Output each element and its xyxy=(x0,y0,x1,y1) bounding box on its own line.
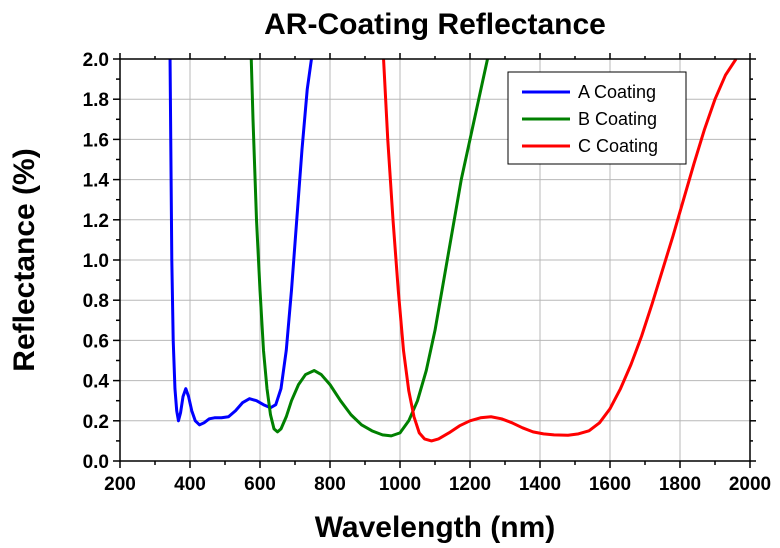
x-tick-label: 800 xyxy=(314,474,346,495)
series-line-a-coating xyxy=(168,59,313,427)
series-line-b-coating xyxy=(249,59,489,438)
y-tick-label: 1.0 xyxy=(83,251,109,272)
x-tick-label: 1600 xyxy=(589,474,631,495)
y-tick-label: 0.6 xyxy=(83,331,109,352)
y-tick-label: 0.2 xyxy=(83,412,109,433)
legend: A Coating B Coating C Coating xyxy=(507,71,687,165)
chart-title: AR-Coating Reflectance xyxy=(264,8,606,41)
x-tick-label: 600 xyxy=(244,474,276,495)
x-tick-label: 1000 xyxy=(379,474,421,495)
y-tick-label: 1.4 xyxy=(83,171,110,192)
y-tick-label: 0.0 xyxy=(83,452,109,473)
legend-label-a-coating: A Coating xyxy=(578,82,656,102)
y-tick-label: 1.6 xyxy=(83,130,109,151)
legend-label-b-coating: B Coating xyxy=(578,109,657,129)
y-tick-label: 1.8 xyxy=(83,90,109,111)
y-tick-label: 0.8 xyxy=(83,291,109,312)
x-tick-label: 1200 xyxy=(449,474,491,495)
series-lines xyxy=(168,59,738,443)
x-axis: 200 400 600 800 1000 1200 1400 1600 1800 2000 xyxy=(104,53,771,495)
x-tick-label: 1800 xyxy=(659,474,701,495)
x-tick-label: 1400 xyxy=(519,474,561,495)
x-tick-label: 200 xyxy=(104,474,136,495)
x-tick-label: 400 xyxy=(174,474,206,495)
legend-label-c-coating: C Coating xyxy=(578,136,658,156)
y-tick-label: 1.2 xyxy=(83,211,109,232)
y-tick-label: 2.0 xyxy=(83,50,109,71)
y-axis: 0.0 0.2 0.4 0.6 0.8 1.0 1.2 1.4 1.6 1.8 2.0 xyxy=(83,50,756,473)
y-tick-label: 0.4 xyxy=(83,372,110,393)
series-line-c-coating xyxy=(382,59,738,443)
x-axis-label: Wavelength (nm) xyxy=(315,511,556,544)
x-tick-label: 2000 xyxy=(729,474,771,495)
y-axis-label: Reflectance (%) xyxy=(8,148,41,371)
